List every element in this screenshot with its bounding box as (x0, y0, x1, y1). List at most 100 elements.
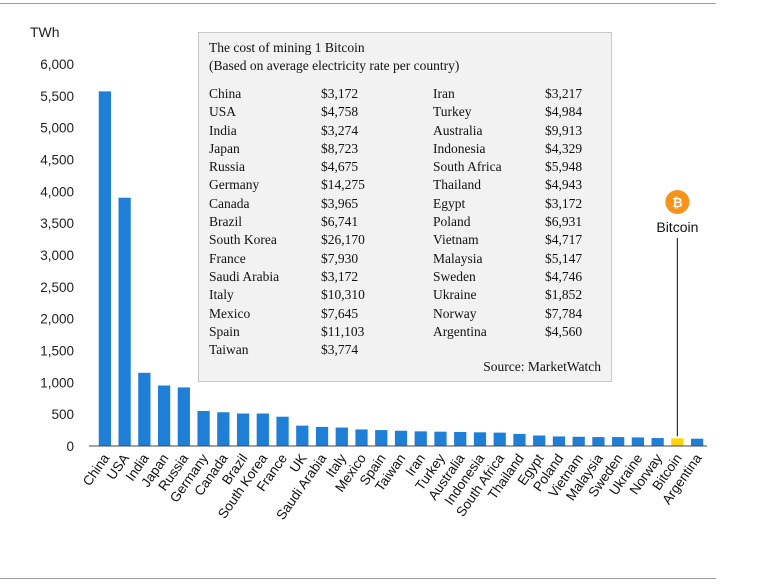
bar-taiwan (394, 430, 408, 446)
bar-japan (157, 385, 171, 446)
infobox-country: France (209, 250, 246, 266)
infobox-country: Norway (433, 305, 477, 321)
mining-cost-infobox: The cost of mining 1 Bitcoin (Based on a… (198, 32, 612, 382)
bitcoin-icon (665, 190, 690, 214)
infobox-cost: $3,172 (545, 195, 583, 211)
bitcoin-annotation: ₿ Bitcoin (656, 190, 698, 437)
infobox-source: Source: MarketWatch (483, 359, 601, 374)
infobox-cost: $5,147 (545, 250, 583, 266)
bar-norway (651, 438, 664, 446)
infobox-country: Malaysia (433, 250, 483, 266)
y-tick-label: 5,500 (40, 89, 74, 104)
infobox-cost: $3,965 (321, 195, 359, 211)
bar-sweden (612, 437, 625, 446)
bars (98, 91, 704, 447)
y-tick-label: 4,500 (40, 153, 74, 168)
infobox-cost: $4,984 (545, 104, 583, 120)
infobox-country: Italy (209, 287, 234, 303)
infobox-country: Turkey (433, 104, 472, 120)
y-axis-ticks: 0 500 1,000 1,500 2,000 2,500 3,000 3,500 4,000 4… (40, 57, 74, 454)
bar-vietnam (572, 436, 585, 446)
y-tick-label: 3,500 (40, 216, 74, 231)
infobox-title-line2: (Based on average electricity rate per c… (209, 58, 460, 73)
infobox-cost: $3,172 (321, 268, 359, 284)
bar-france (276, 416, 289, 446)
x-axis-ticks: ChinaUSAIndiaJapanRussiaGermanyCanadaBra… (80, 451, 705, 523)
infobox-country: Ukraine (433, 287, 477, 303)
bar-poland (552, 436, 566, 446)
y-tick-label: 2,500 (40, 280, 74, 295)
infobox-country: Poland (433, 214, 471, 230)
infobox-country: Argentina (433, 323, 487, 339)
y-tick-label: 5,000 (40, 121, 74, 136)
infobox-cost: $3,274 (321, 122, 359, 138)
infobox-cost: $4,675 (321, 159, 359, 175)
y-tick-label: 0 (66, 439, 74, 454)
bar-south-africa (493, 432, 506, 446)
infobox-cost: $7,645 (321, 305, 359, 321)
top-rule (0, 3, 716, 4)
bar-saudi-arabia (315, 426, 329, 446)
infobox-title-line1: The cost of mining 1 Bitcoin (209, 40, 365, 55)
bar-russia (177, 387, 190, 446)
bottom-rule (0, 578, 716, 579)
infobox-country: Vietnam (433, 232, 479, 248)
bar-turkey (434, 431, 447, 446)
infobox-country: Indonesia (433, 140, 486, 156)
infobox-cost: $9,913 (545, 122, 583, 138)
infobox-country: Spain (209, 323, 240, 339)
bar-germany (197, 410, 210, 446)
infobox-cost: $10,310 (321, 287, 365, 303)
infobox-title: The cost of mining 1 Bitcoin (Based on a… (209, 39, 459, 75)
bar-canada (217, 412, 230, 446)
y-tick-label: 1,000 (40, 375, 74, 390)
infobox-cost: $4,717 (545, 232, 583, 248)
infobox-cost: $7,930 (321, 250, 359, 266)
bar-uk (296, 425, 309, 446)
infobox-cost: $4,329 (545, 140, 583, 156)
bar-italy (335, 427, 348, 446)
infobox-country: Egypt (433, 195, 466, 211)
bar-india (138, 372, 151, 446)
infobox-country: South Korea (209, 232, 277, 248)
infobox-cost: $5,948 (545, 159, 583, 175)
y-unit-label: TWh (30, 24, 60, 40)
infobox-country: Saudi Arabia (209, 268, 280, 284)
bar-ukraine (631, 437, 645, 446)
annotation-label: Bitcoin (656, 219, 698, 235)
infobox-country: Russia (209, 159, 246, 175)
bar-egypt (533, 435, 546, 446)
infobox-country: Australia (433, 122, 483, 138)
y-tick-label: 6,000 (40, 57, 74, 72)
infobox-cost: $3,774 (321, 342, 359, 358)
infobox-cost: $4,943 (545, 177, 583, 193)
infobox-cost: $26,170 (321, 232, 365, 248)
bar-australia (454, 431, 467, 446)
bar-thailand (513, 433, 526, 446)
infobox-country: China (209, 86, 242, 101)
bar-usa (118, 197, 131, 446)
infobox-country: India (209, 122, 237, 138)
bar-brazil (236, 413, 250, 446)
infobox-country: Japan (209, 140, 240, 156)
y-tick-label: 2,000 (40, 312, 74, 327)
infobox-cost: $6,741 (321, 214, 359, 230)
infobox-cost: $6,931 (545, 214, 583, 230)
bar-iran (414, 431, 427, 446)
infobox-country: Thailand (433, 177, 481, 193)
bar-spain (375, 430, 388, 446)
infobox-cost: $7,784 (545, 305, 583, 321)
infobox-country: Germany (209, 177, 260, 193)
y-tick-label: 1,500 (40, 344, 74, 359)
infobox-cost: $1,852 (545, 287, 583, 303)
infobox-cost: $11,103 (321, 323, 365, 339)
infobox-cost: $4,758 (321, 104, 359, 120)
bar-malaysia (592, 437, 605, 446)
bar-argentina (691, 438, 704, 446)
infobox-cost: $8,723 (321, 140, 359, 156)
infobox-cost: $3,217 (545, 86, 583, 101)
y-tick-label: 500 (51, 407, 74, 422)
bar-china (98, 91, 111, 447)
bar-mexico (355, 429, 368, 446)
